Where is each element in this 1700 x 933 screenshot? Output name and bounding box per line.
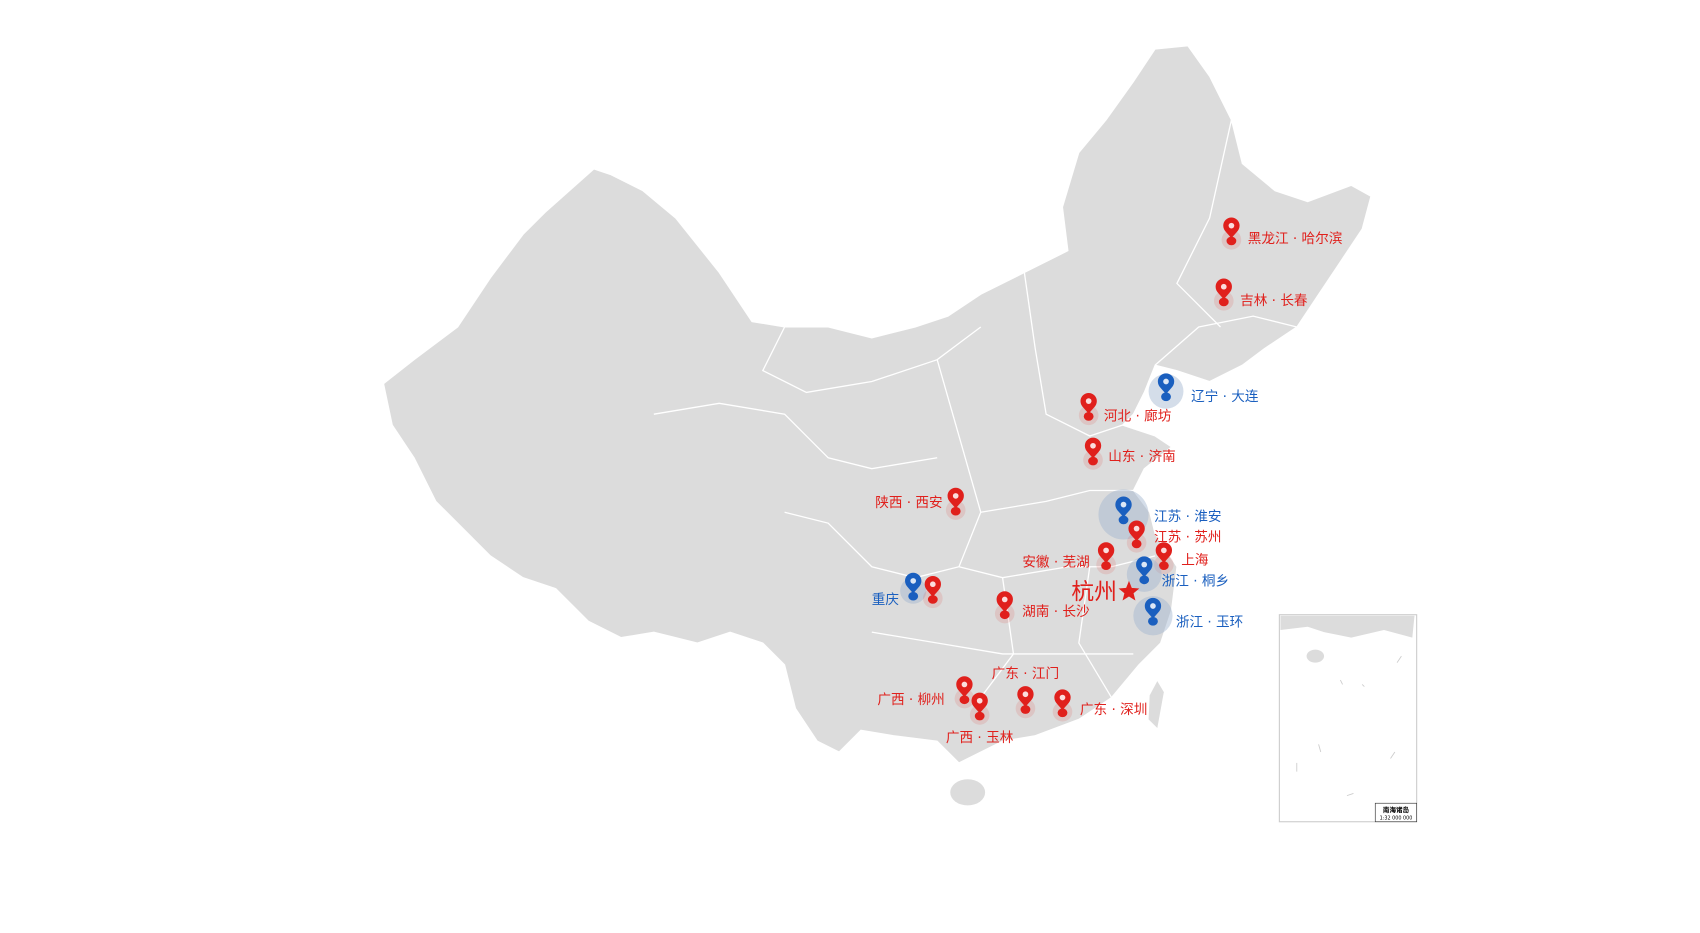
marker-label: 广西 · 柳州 [877,692,944,708]
marker-label: 湖南 · 长沙 [1022,604,1090,620]
map-marker[interactable]: 上海 [1154,542,1209,575]
headquarters-label: 杭州 [1071,579,1117,605]
marker-label: 上海 [1181,553,1209,569]
marker-base [1118,515,1129,525]
map-marker[interactable]: 江苏 · 苏州 [1126,520,1222,553]
pin-dot [952,493,959,499]
marker-base [1020,705,1031,714]
pin-dot [1228,222,1235,229]
marker-base [1131,539,1142,549]
marker-base [1101,561,1111,571]
pin-dot [1103,547,1109,554]
pin-dot [1001,596,1008,603]
pin-dot [1120,501,1127,508]
marker-label: 吉林 · 长春 [1240,293,1308,309]
marker-base [1218,297,1229,307]
pin-dot [1150,603,1156,609]
marker-label: 广东 · 深圳 [1080,702,1147,718]
marker-base [927,595,938,604]
taiwan-island [1148,681,1164,729]
map-marker[interactable]: 浙江 · 桐乡 [1126,556,1229,592]
map-marker[interactable]: 辽宁 · 大连 [1148,373,1259,409]
china-landmass [382,45,1372,806]
marker-base [1226,236,1237,246]
marker-label: 河北 · 廊坊 [1104,408,1172,425]
marker-label: 浙江 · 玉环 [1176,615,1243,631]
pin-dot [1022,691,1029,698]
marker-label: 辽宁 · 大连 [1191,388,1259,405]
pin-dot [910,578,917,584]
map-marker[interactable]: 吉林 · 长春 [1213,278,1308,311]
marker-label: 山东 · 济南 [1108,449,1175,465]
marker-base [1088,456,1098,466]
pin-dot [929,581,936,588]
marker-label: 江苏 · 苏州 [1154,530,1221,546]
star-icon [1118,580,1140,601]
headquarters-marker[interactable]: 杭州 [1071,579,1140,605]
marker-label: 重庆 [872,592,900,608]
marker-base [908,591,919,601]
province-borders [653,119,1297,698]
hainan-island [950,779,986,806]
map-marker[interactable]: 重庆 [872,572,927,608]
map-marker[interactable]: 广东 · 深圳 [1052,689,1148,722]
map-marker[interactable]: 陕西 · 西安 [875,487,966,520]
map-marker[interactable]: 广西 · 玉林 [946,692,1014,747]
marker-base [959,695,970,705]
pin-dot [1133,525,1140,532]
pin-dot [1163,378,1169,385]
marker-label: 江苏 · 淮安 [1154,509,1221,525]
pin-dot [1141,561,1148,568]
map-marker[interactable]: 安徽 · 芜湖 [1022,542,1116,575]
map-marker[interactable]: 山东 · 济南 [1083,437,1176,470]
marker-base [1139,575,1150,585]
inset-scale: 1:32 000 000 [1380,816,1413,822]
marker-label: 浙江 · 桐乡 [1162,573,1229,589]
marker-base [1083,412,1094,421]
map-marker[interactable] [923,576,943,609]
marker-base [950,506,961,516]
map-marker[interactable]: 河北 · 廊坊 [1078,392,1172,426]
pin-dot [1090,442,1096,449]
pin-dot [1085,398,1092,404]
marker-base [1148,616,1158,626]
inset-title: 南海诸岛 [1383,805,1410,814]
map-marker[interactable]: 黑龙江 · 哈尔滨 [1221,217,1343,250]
pin-dot [1161,547,1167,554]
marker-base [1158,561,1169,571]
pin-dot [976,697,983,704]
map-marker[interactable]: 湖南 · 长沙 [994,591,1090,624]
marker-label: 陕西 · 西安 [875,495,942,511]
map-marker[interactable]: 广西 · 柳州 [877,676,975,709]
south-china-sea-inset: 南海诸岛 1:32 000 000 [1278,614,1418,823]
pin-dot [1220,283,1227,290]
map-marker[interactable]: 浙江 · 玉环 [1133,596,1243,636]
marker-base [974,711,985,721]
pin-dot [961,681,968,688]
pin-dot [1059,694,1066,701]
marker-label: 黑龙江 · 哈尔滨 [1248,231,1343,247]
marker-base [1161,392,1171,402]
map-marker[interactable]: 广东 · 江门 [992,666,1059,719]
marker-label: 广东 · 江门 [992,666,1059,682]
marker-label: 广西 · 玉林 [946,730,1014,746]
marker-base [999,610,1010,620]
marker-base [1057,708,1068,718]
marker-label: 安徽 · 芜湖 [1022,555,1089,571]
